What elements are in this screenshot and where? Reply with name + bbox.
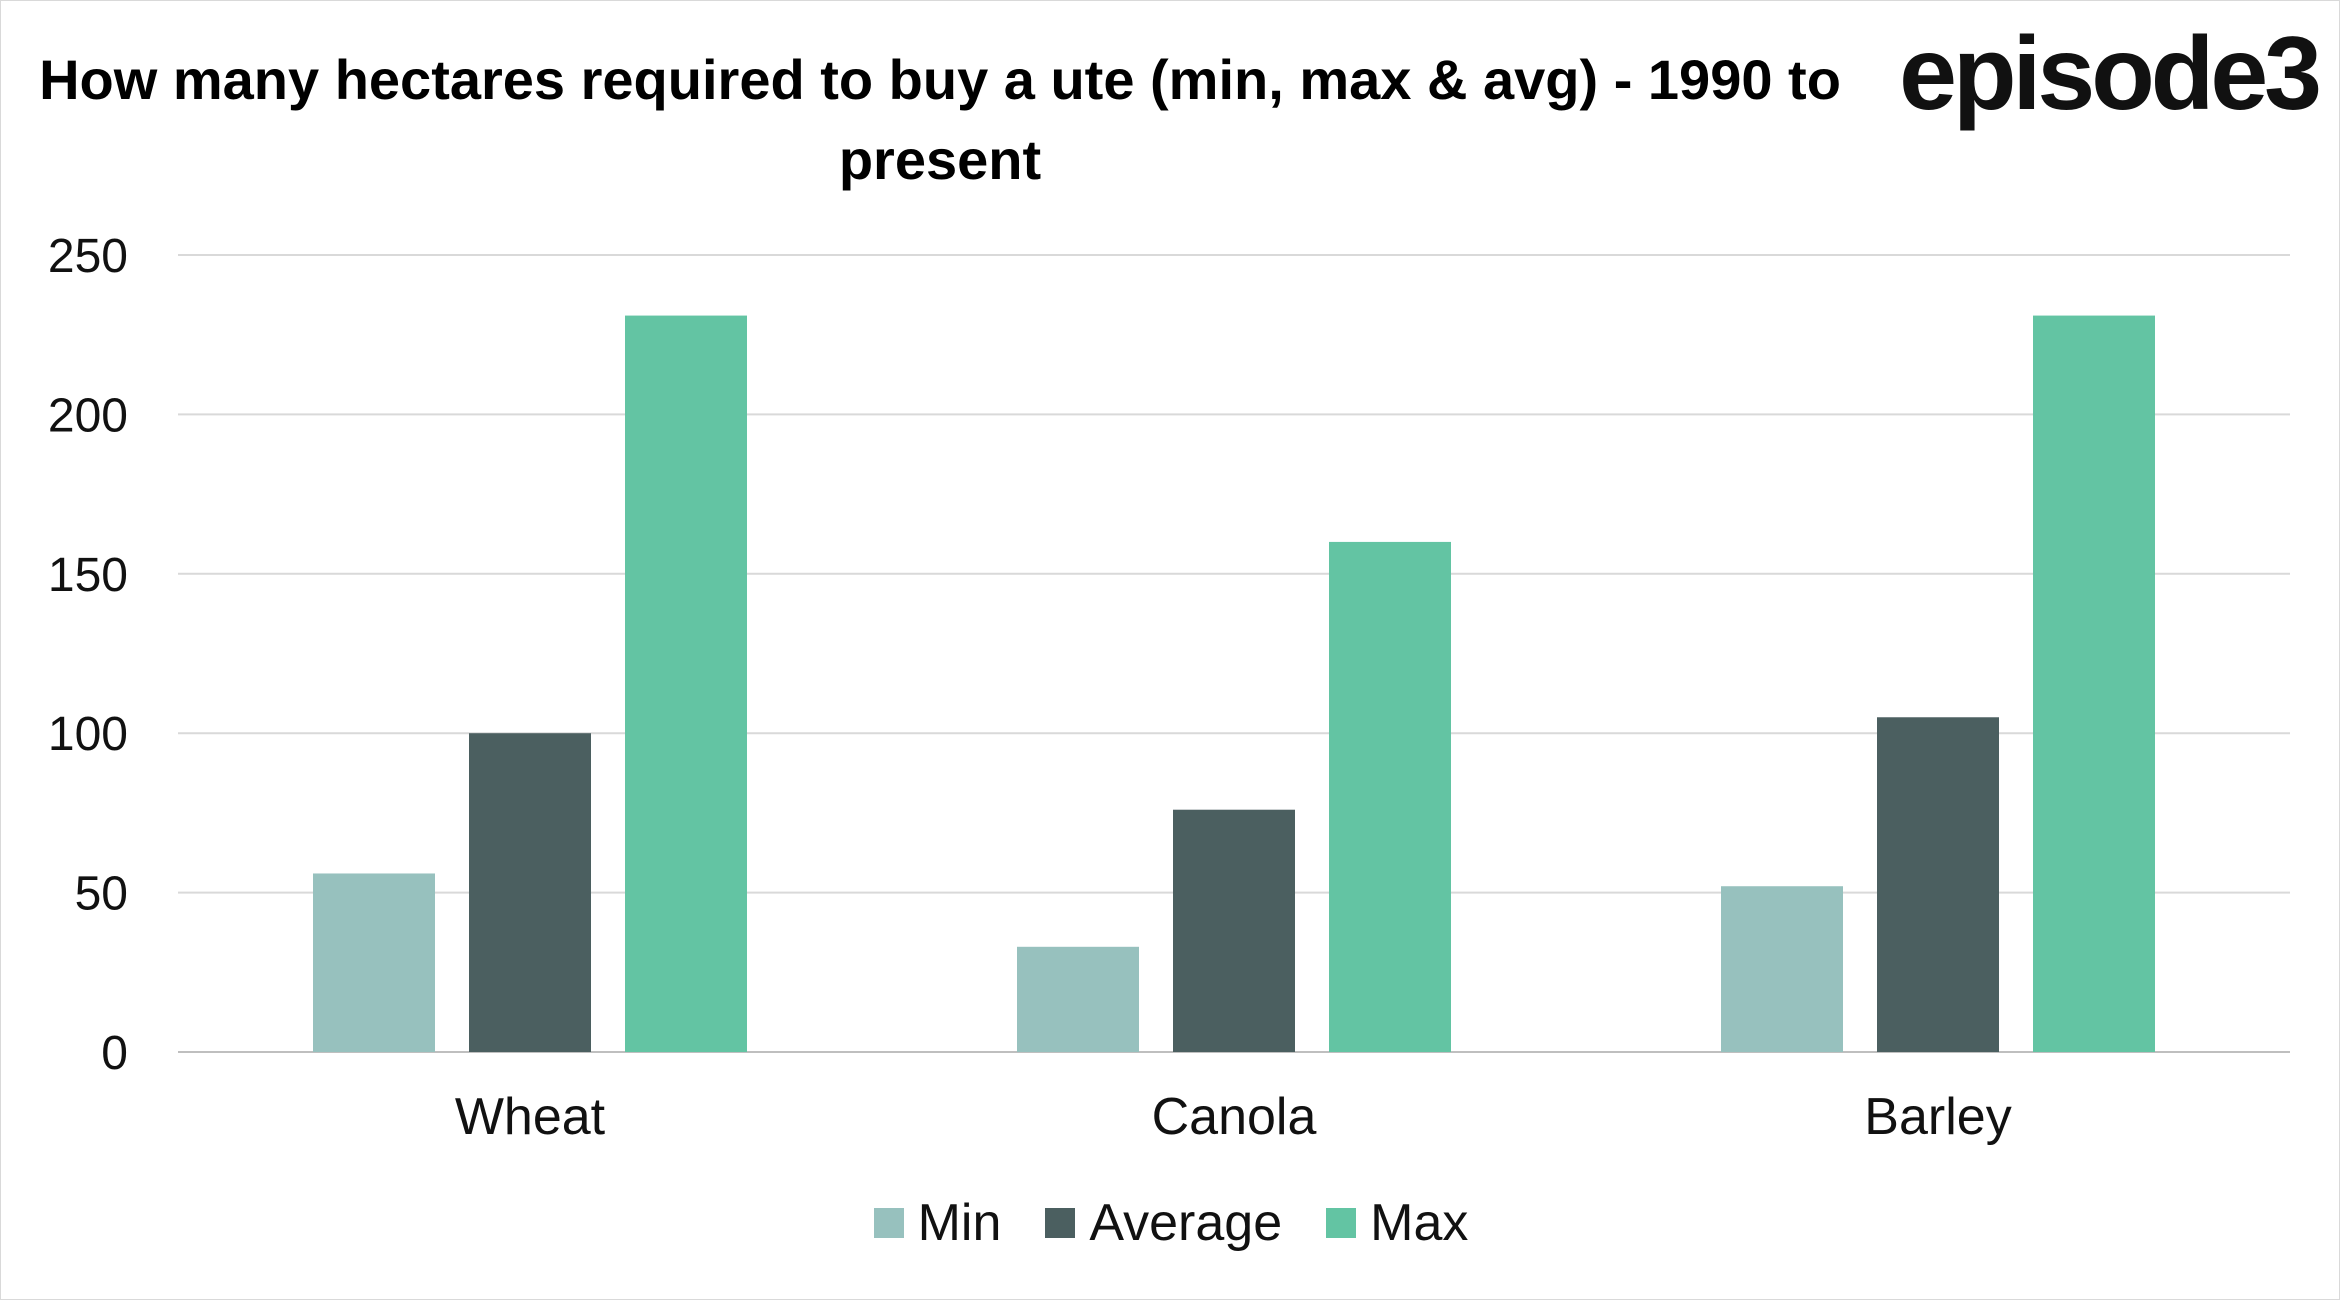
legend-item-max: Max	[1326, 1188, 1468, 1258]
legend-item-average: Average	[1045, 1188, 1282, 1258]
legend: Min Average Max	[0, 1188, 2342, 1258]
x-category-label: Canola	[1152, 1088, 1317, 1146]
y-tick-label: 250	[48, 230, 128, 283]
y-tick-label: 150	[48, 549, 128, 602]
bar-average-wheat	[469, 733, 591, 1052]
bar-max-canola	[1329, 541, 1451, 1052]
y-tick-label: 0	[101, 1027, 128, 1080]
bar-max-barley	[2033, 315, 2155, 1052]
episode3-logo: episode3	[1899, 16, 2322, 132]
bar-min-wheat	[313, 873, 435, 1052]
legend-swatch-max	[1326, 1208, 1357, 1238]
bar-min-barley	[1721, 886, 1843, 1052]
y-tick-label: 100	[48, 708, 128, 761]
x-category-label: Barley	[1864, 1088, 2011, 1146]
chart-title: How many hectares required to buy a ute …	[39, 48, 1841, 191]
legend-label-max: Max	[1370, 1194, 1469, 1252]
bar-max-wheat	[625, 315, 747, 1052]
legend-swatch-min	[873, 1208, 904, 1238]
bar-average-canola	[1173, 809, 1295, 1052]
y-tick-label: 200	[48, 389, 128, 442]
legend-item-min: Min	[873, 1188, 1002, 1258]
legend-label-average: Average	[1089, 1194, 1283, 1252]
legend-swatch-average	[1045, 1208, 1076, 1238]
x-category-label: Wheat	[455, 1088, 606, 1146]
legend-label-min: Min	[917, 1194, 1002, 1252]
y-tick-label: 50	[75, 868, 128, 921]
bar-average-barley	[1877, 717, 1999, 1052]
bar-min-canola	[1017, 946, 1139, 1052]
